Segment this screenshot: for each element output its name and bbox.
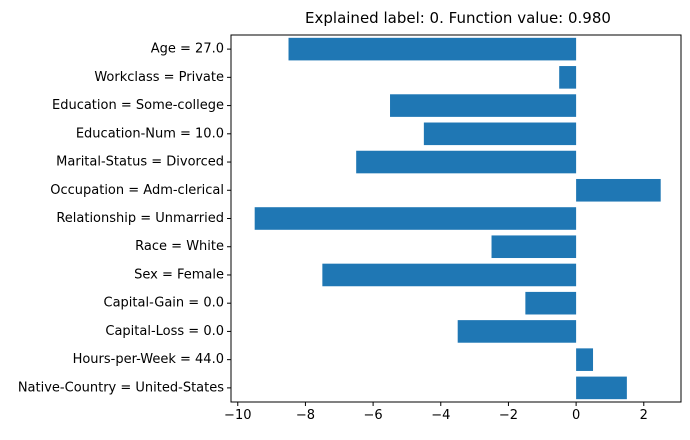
- y-tick-label-6: Relationship = Unmarried: [56, 211, 224, 226]
- bars: [254, 37, 661, 400]
- plot-frame: [230, 34, 682, 403]
- bar-5: [576, 178, 661, 202]
- bar-8: [322, 263, 577, 287]
- y-tick-label-0: Age = 27.0: [151, 42, 224, 57]
- bar-3: [423, 122, 577, 146]
- x-tick-label-0: −10: [224, 408, 251, 423]
- bar-7: [491, 235, 577, 259]
- y-tick-label-3: Education-Num = 10.0: [76, 126, 224, 141]
- x-tick-label-1: −8: [296, 408, 315, 423]
- y-tick-label-12: Native-Country = United-States: [18, 380, 224, 395]
- y-tick-label-5: Occupation = Adm-clerical: [50, 183, 224, 198]
- y-tick-label-8: Sex = Female: [134, 267, 224, 282]
- x-tick-label-6: 2: [640, 408, 648, 423]
- chart-title: Explained label: 0. Function value: 0.98…: [305, 9, 611, 27]
- bar-11: [576, 348, 594, 371]
- y-tick-label-9: Capital-Gain = 0.0: [104, 296, 224, 311]
- bar-4: [356, 150, 577, 174]
- bar-1: [559, 66, 577, 89]
- y-tick-label-10: Capital-Loss = 0.0: [105, 324, 224, 339]
- bar-9: [525, 291, 577, 315]
- bar-6: [254, 207, 577, 230]
- x-tick-label-5: 0: [572, 408, 580, 423]
- bar-2: [390, 94, 577, 117]
- x-ticks: −10 −8 −6 −4 −2 0 2: [224, 402, 648, 423]
- bar-10: [457, 320, 577, 343]
- y-tick-label-7: Race = White: [135, 239, 224, 254]
- bar-12: [576, 376, 627, 400]
- y-tick-label-2: Education = Some-college: [52, 98, 224, 113]
- x-tick-label-3: −4: [431, 408, 450, 423]
- y-tick-label-1: Workclass = Private: [94, 70, 224, 85]
- y-tick-labels: Age = 27.0 Workclass = Private Education =…: [18, 42, 231, 395]
- x-tick-label-4: −2: [499, 408, 518, 423]
- x-tick-label-2: −6: [364, 408, 383, 423]
- bar-0: [288, 37, 577, 61]
- y-tick-label-4: Marital-Status = Divorced: [56, 155, 224, 170]
- y-tick-label-11: Hours-per-Week = 44.0: [73, 352, 224, 367]
